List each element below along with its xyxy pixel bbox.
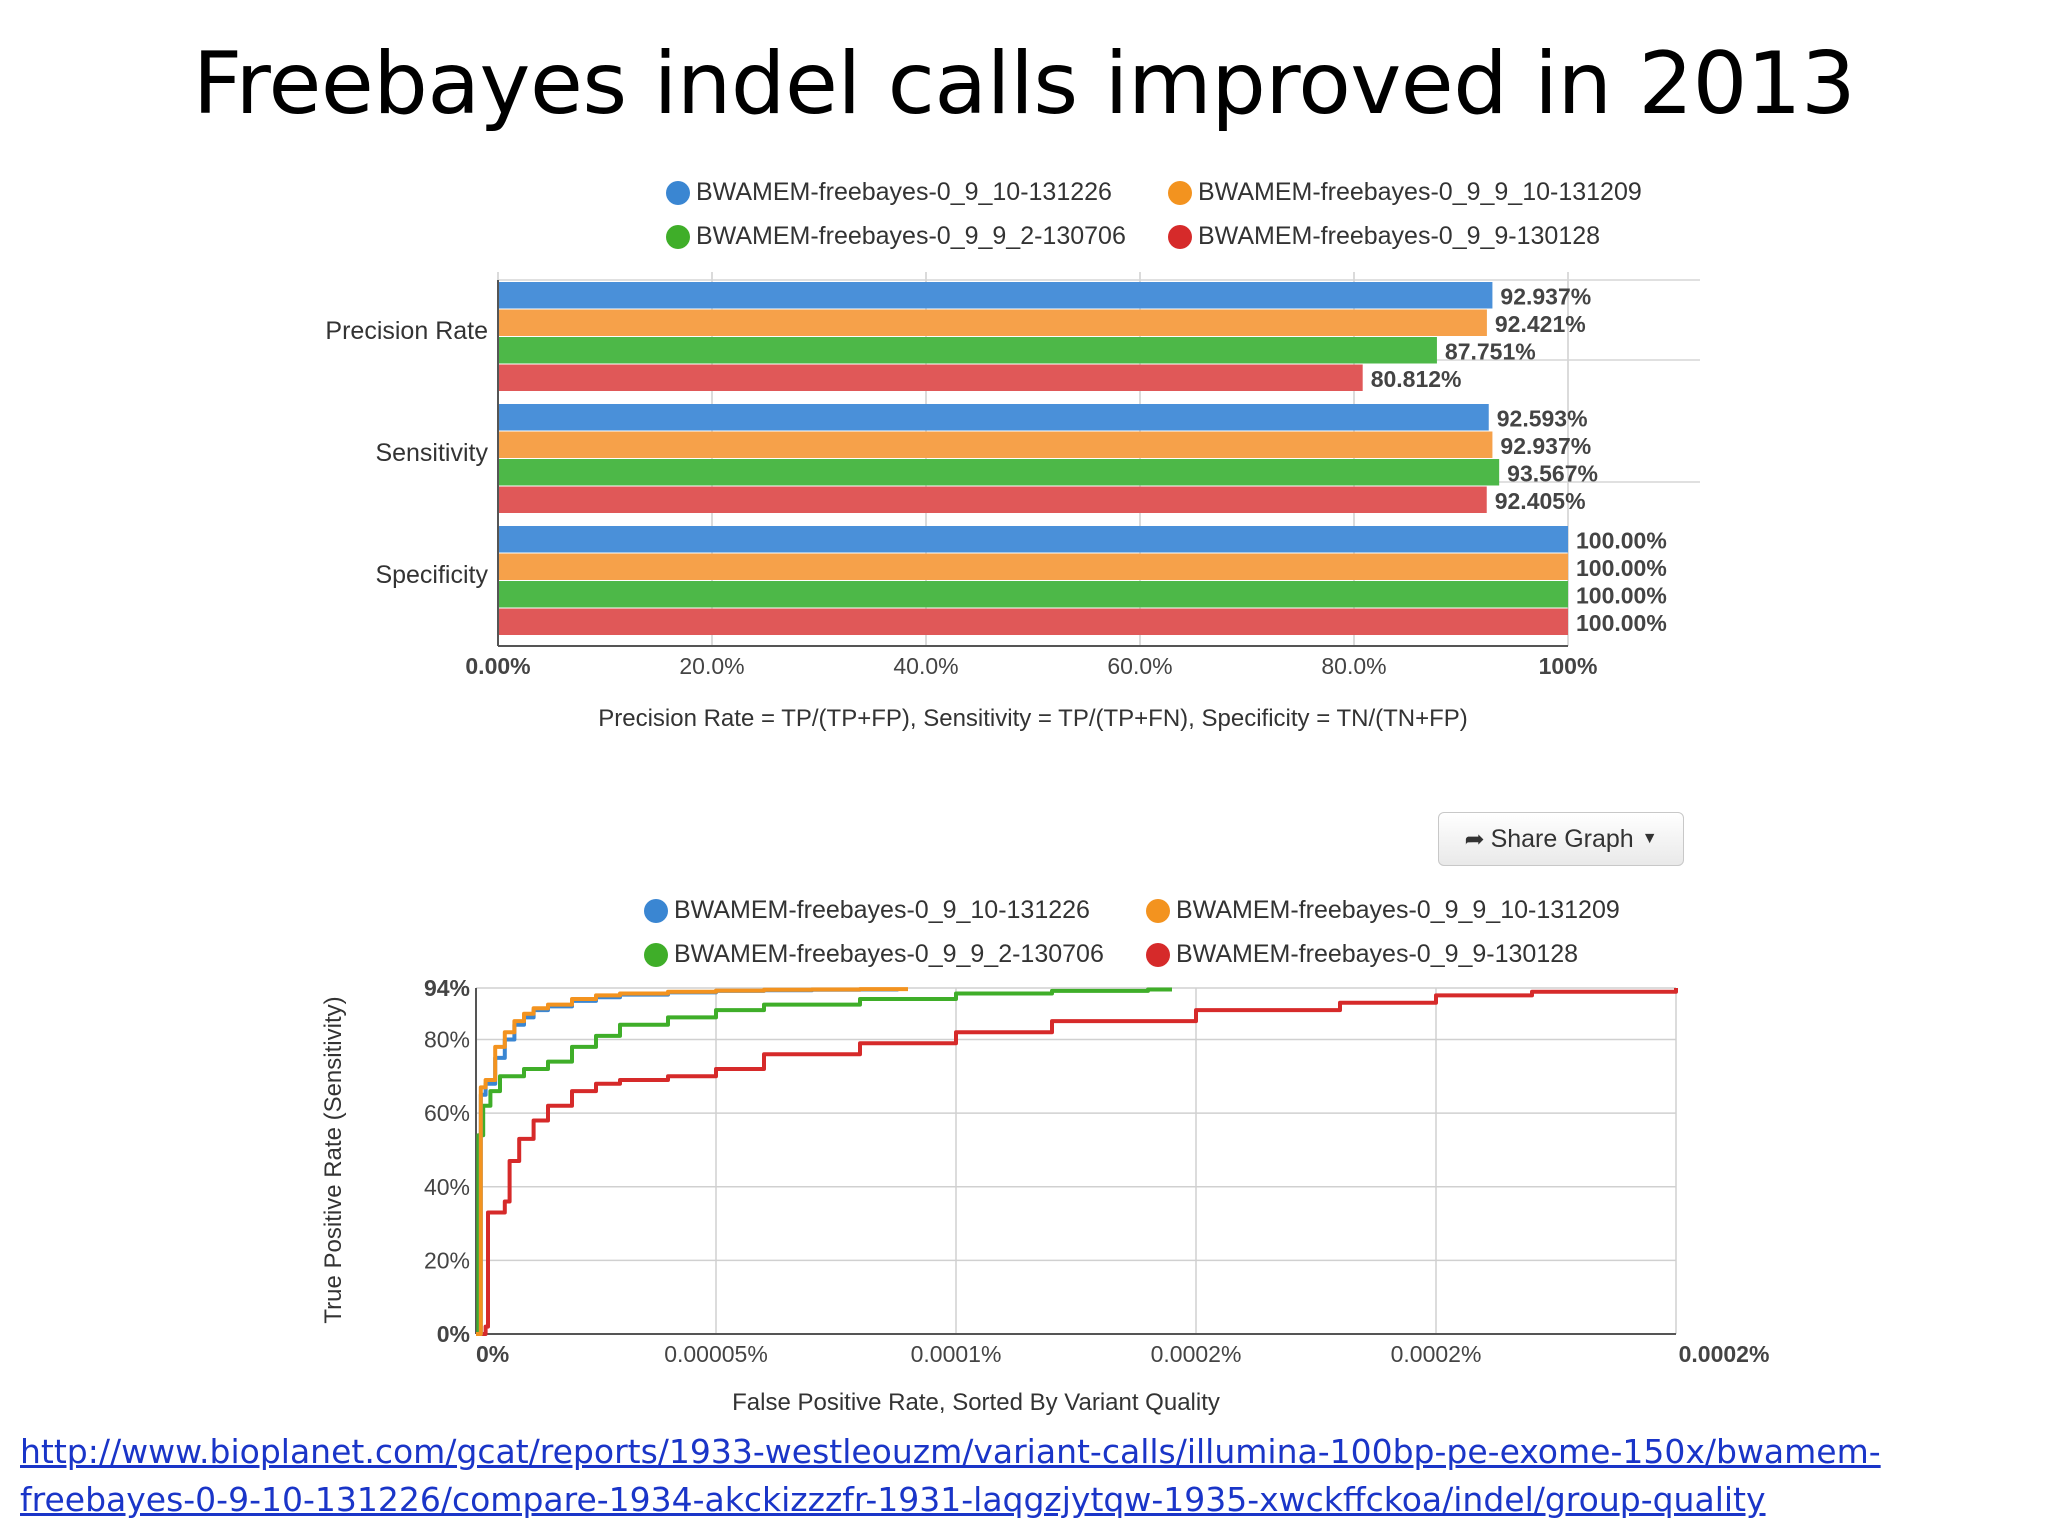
y-tick-label: 0% <box>437 1321 470 1347</box>
bar <box>498 526 1568 553</box>
bar-data-label: 80.812% <box>1371 366 1462 392</box>
slide-title: Freebayes indel calls improved in 2013 <box>192 34 1856 134</box>
line-chart-legend: BWAMEM-freebayes-0_9_10-131226 BWAMEM-fr… <box>644 896 1620 969</box>
bar <box>498 431 1493 458</box>
x-tick-label: 0.0002% <box>1151 1341 1242 1367</box>
bar-data-label: 87.751% <box>1445 339 1536 365</box>
legend-label: BWAMEM-freebayes-0_9_9-130128 <box>1198 222 1601 250</box>
bar-data-label: 100.00% <box>1576 528 1667 554</box>
legend-dot-icon <box>1168 180 1192 205</box>
bar-chart-legend: BWAMEM-freebayes-0_9_10-131226 BWAMEM-fr… <box>0 0 2048 260</box>
series-line <box>476 987 899 1336</box>
source-link[interactable]: http://www.bioplanet.com/gcat/reports/19… <box>20 1428 2030 1524</box>
legend-dot-icon <box>1146 898 1170 923</box>
bar-data-label: 93.567% <box>1507 461 1598 487</box>
share-graph-label: Share Graph <box>1490 824 1634 853</box>
bar <box>498 282 1493 309</box>
x-tick-label: 0.00005% <box>664 1341 768 1367</box>
bar-data-label: 92.421% <box>1495 311 1586 337</box>
share-arrow-icon: ➦ <box>1464 825 1485 853</box>
y-tick-label: 40% <box>424 1174 470 1200</box>
legend-label: BWAMEM-freebayes-0_9_9_10-131209 <box>1198 178 1642 206</box>
bar-data-label: 92.593% <box>1497 406 1588 432</box>
x-tick-label: 0.0002% <box>1679 1341 1770 1367</box>
source-link-line: http://www.bioplanet.com/gcat/reports/19… <box>20 1432 1881 1471</box>
legend-label: BWAMEM-freebayes-0_9_9_2-130706 <box>696 222 1126 250</box>
legend-dot-icon <box>644 898 668 923</box>
bar-data-label: 92.937% <box>1500 433 1591 459</box>
bar <box>498 459 1500 486</box>
series-line <box>476 987 1172 1336</box>
y-tick-label: 20% <box>424 1247 470 1273</box>
legend-dot-icon <box>1146 942 1170 967</box>
x-tick-label: 0.0001% <box>911 1341 1002 1367</box>
bar <box>498 337 1437 364</box>
bar <box>498 364 1363 391</box>
bar-data-label: 92.937% <box>1500 284 1591 310</box>
legend-item[interactable]: BWAMEM-freebayes-0_9_9_10-131209 <box>1168 178 1642 207</box>
y-tick-label: 60% <box>424 1100 470 1126</box>
category-label: Sensitivity <box>375 439 488 467</box>
x-tick-label: 40.0% <box>893 653 958 679</box>
legend-label: BWAMEM-freebayes-0_9_9_2-130706 <box>674 940 1104 968</box>
bar-data-label: 92.405% <box>1495 488 1586 514</box>
y-axis-title: True Positive Rate (Sensitivity) <box>320 996 347 1323</box>
legend-item[interactable]: BWAMEM-freebayes-0_9_10-131226 <box>666 178 1112 207</box>
bar <box>498 404 1489 431</box>
legend-label: BWAMEM-freebayes-0_9_10-131226 <box>696 178 1112 206</box>
bar <box>498 486 1487 513</box>
legend-item[interactable]: BWAMEM-freebayes-0_9_9_10-131209 <box>1146 896 1620 925</box>
bar <box>498 553 1568 580</box>
x-tick-label: 60.0% <box>1107 653 1172 679</box>
legend-dot-icon <box>1168 224 1192 249</box>
x-tick-label: 0.00% <box>465 653 530 679</box>
legend-label: BWAMEM-freebayes-0_9_9_10-131209 <box>1176 896 1620 924</box>
y-tick-label: 80% <box>424 1027 470 1053</box>
bar <box>498 608 1568 635</box>
legend-label: BWAMEM-freebayes-0_9_10-131226 <box>674 896 1090 924</box>
x-tick-label: 0.0002% <box>1391 1341 1482 1367</box>
x-axis-title: Precision Rate = TP/(TP+FP), Sensitivity… <box>598 705 1468 732</box>
bar-data-label: 100.00% <box>1576 555 1667 581</box>
bar-chart: 0.00% 20.0% 40.0% 60.0% 80.0% 100% Precision R… <box>325 272 1700 732</box>
legend-item[interactable]: BWAMEM-freebayes-0_9_9_2-130706 <box>644 940 1104 969</box>
legend-dot-icon <box>644 942 668 967</box>
x-axis-title: False Positive Rate, Sorted By Variant Q… <box>732 1389 1220 1416</box>
share-graph-button[interactable]: ➦ Share Graph ▼ <box>1438 812 1684 866</box>
legend-item[interactable]: BWAMEM-freebayes-0_9_9-130128 <box>1146 940 1578 969</box>
legend-label: BWAMEM-freebayes-0_9_9-130128 <box>1176 940 1579 968</box>
category-label: Specificity <box>375 561 488 589</box>
legend-dot-icon <box>666 224 690 249</box>
category-label: Precision Rate <box>325 317 488 345</box>
series-line <box>476 987 908 1336</box>
x-tick-label: 100% <box>1539 653 1598 679</box>
bar-data-label: 100.00% <box>1576 610 1667 636</box>
x-tick-label: 0% <box>476 1341 509 1367</box>
x-tick-label: 80.0% <box>1321 653 1386 679</box>
bar <box>498 309 1487 336</box>
caret-down-icon: ▼ <box>1641 830 1658 847</box>
bar-data-label: 100.00% <box>1576 583 1667 609</box>
x-tick-label: 20.0% <box>679 653 744 679</box>
series-line <box>476 988 1678 1336</box>
legend-dot-icon <box>666 180 690 205</box>
legend-item[interactable]: BWAMEM-freebayes-0_9_10-131226 <box>644 896 1090 925</box>
source-link-line: freebayes-0-9-10-131226/compare-1934-akc… <box>20 1480 1766 1519</box>
legend-item[interactable]: BWAMEM-freebayes-0_9_9_2-130706 <box>666 222 1126 251</box>
legend-item[interactable]: BWAMEM-freebayes-0_9_9-130128 <box>1168 222 1600 251</box>
bar <box>498 581 1568 608</box>
